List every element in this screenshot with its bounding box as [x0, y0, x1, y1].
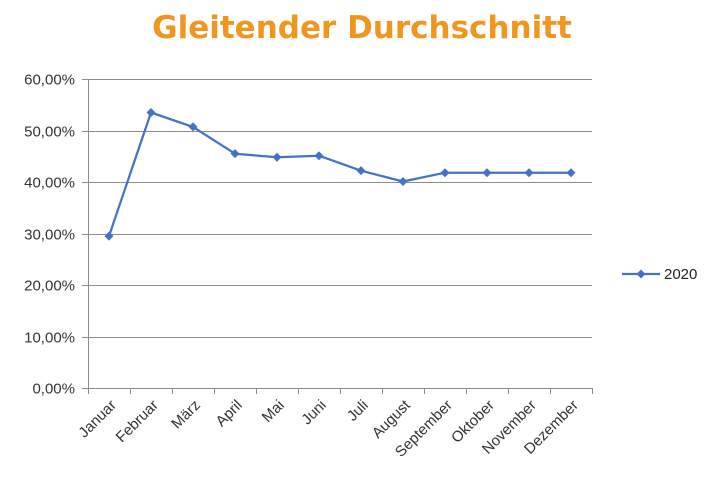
y-tick-label: 40,00% — [24, 175, 75, 192]
x-tick-label: Juli — [344, 397, 372, 425]
y-tick-label: 60,00% — [24, 72, 75, 89]
data-point — [524, 168, 534, 178]
data-point — [272, 152, 282, 162]
x-tick-label: April — [213, 397, 246, 430]
data-point — [230, 149, 240, 159]
legend-marker — [636, 269, 646, 279]
legend-label: 2020 — [664, 266, 697, 283]
y-axis-ticks: 0,00% 10,00% 20,00% 30,00% 40,00% 50,00% 60,00… — [24, 72, 75, 398]
x-tick-label: Mai — [259, 397, 288, 426]
data-point — [482, 168, 492, 178]
y-tick-label: 30,00% — [24, 227, 75, 244]
legend: 2020 — [622, 266, 697, 283]
data-point — [398, 176, 408, 186]
x-tick-label: März — [168, 397, 204, 433]
series-line — [107, 111, 571, 237]
series-group — [104, 107, 576, 241]
data-point — [188, 122, 198, 132]
data-point — [314, 151, 324, 161]
y-tick-label: 0,00% — [32, 381, 75, 398]
data-point — [146, 107, 156, 117]
y-tick-label: 20,00% — [24, 278, 75, 295]
gridlines — [82, 79, 592, 389]
data-point — [356, 166, 366, 176]
data-point — [566, 168, 576, 178]
y-tick-label: 10,00% — [24, 330, 75, 347]
x-tick-label: Juni — [298, 397, 329, 428]
y-tick-label: 50,00% — [24, 124, 75, 141]
data-point — [440, 168, 450, 178]
x-tick-label: Februar — [113, 397, 162, 446]
chart-title: Gleitender Durchschnitt — [152, 10, 572, 46]
data-point — [104, 231, 114, 241]
